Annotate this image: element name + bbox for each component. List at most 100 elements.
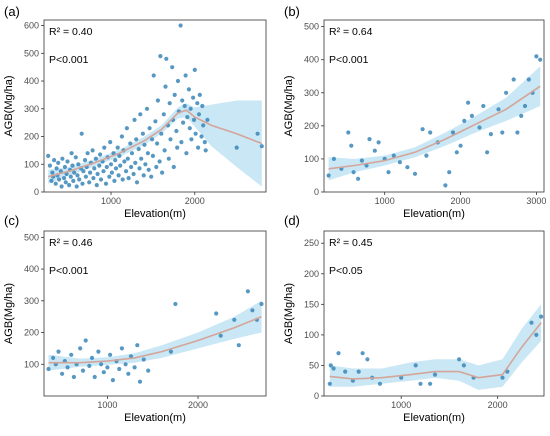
data-point xyxy=(72,170,77,175)
data-point xyxy=(132,117,137,122)
data-point xyxy=(360,351,365,356)
data-point xyxy=(365,357,370,362)
data-point xyxy=(60,371,65,376)
y-tick-label: 300 xyxy=(304,88,319,98)
data-point xyxy=(179,140,184,145)
data-point xyxy=(428,381,433,386)
data-point xyxy=(234,145,239,150)
data-point xyxy=(160,170,165,175)
data-point xyxy=(119,134,124,139)
data-point xyxy=(60,156,65,161)
y-tick-label: 0 xyxy=(34,187,39,197)
data-point xyxy=(158,54,163,59)
data-point xyxy=(397,160,402,165)
data-point xyxy=(129,151,135,156)
data-point xyxy=(504,90,509,95)
data-point xyxy=(191,117,197,122)
y-tick-label: 200 xyxy=(304,121,319,131)
y-tick-label: 500 xyxy=(24,48,39,58)
data-point xyxy=(236,343,241,348)
data-point xyxy=(118,163,123,168)
data-point xyxy=(529,320,534,325)
data-point xyxy=(167,101,172,106)
stat-text: R² = 0.45 xyxy=(329,237,373,249)
data-point xyxy=(175,145,180,150)
data-point xyxy=(413,363,418,368)
data-point xyxy=(65,159,70,164)
data-point xyxy=(139,156,144,161)
data-point xyxy=(82,158,88,163)
y-tick-label: 0 xyxy=(314,391,319,401)
data-point xyxy=(372,148,377,153)
data-point xyxy=(399,375,404,380)
stat-text: R² = 0.40 xyxy=(49,26,93,38)
data-point xyxy=(184,151,189,156)
data-point xyxy=(391,153,396,158)
y-axis-title: AGB(Mg/ha) xyxy=(3,75,15,136)
data-point xyxy=(98,177,104,182)
data-point xyxy=(87,363,92,368)
data-point xyxy=(386,170,391,175)
data-point xyxy=(97,163,102,168)
data-point xyxy=(205,117,210,122)
x-axis-title: Elevation(m) xyxy=(124,208,186,220)
data-point xyxy=(47,163,53,168)
x-tick-label: 2000 xyxy=(451,196,471,206)
data-point xyxy=(197,92,202,97)
data-point xyxy=(161,112,166,117)
y-tick-label: 400 xyxy=(304,55,319,65)
data-point xyxy=(199,134,204,139)
x-tick-label: 2000 xyxy=(488,400,508,410)
data-point xyxy=(405,165,410,170)
panel-b: (b) R² = 0.64 P<0.001 1000 2000 3000 0 100 200 30… xyxy=(283,4,546,220)
data-point xyxy=(195,101,200,106)
data-point xyxy=(73,155,78,160)
data-point xyxy=(109,170,114,175)
data-point xyxy=(92,166,97,171)
data-point xyxy=(147,126,152,131)
data-point xyxy=(56,160,61,165)
y-tick-label: 100 xyxy=(24,359,39,369)
plot-frame xyxy=(323,230,545,397)
data-point xyxy=(134,137,139,142)
stat-text: P<0.001 xyxy=(49,54,89,66)
y-tick-label: 100 xyxy=(24,159,39,169)
data-point xyxy=(143,162,148,167)
data-point xyxy=(83,338,88,343)
data-point xyxy=(98,152,103,157)
panel-d: (d) R² = 0.45 P<0.05 1000 2000 0 50 100 150 200 25… xyxy=(283,213,545,424)
data-point xyxy=(359,158,364,163)
data-point xyxy=(218,333,223,338)
data-point xyxy=(496,107,501,112)
data-point xyxy=(125,156,130,161)
data-point xyxy=(171,164,176,170)
data-point xyxy=(115,145,120,150)
data-point xyxy=(526,77,531,82)
data-point xyxy=(331,156,336,161)
data-point xyxy=(328,363,333,368)
data-point xyxy=(356,176,361,181)
data-point xyxy=(124,169,129,174)
data-point xyxy=(326,173,331,178)
data-point xyxy=(162,148,167,153)
data-point xyxy=(128,141,133,146)
data-point xyxy=(157,159,162,164)
data-point xyxy=(166,156,171,161)
data-point xyxy=(377,381,383,386)
stat-text: R² = 0.46 xyxy=(49,237,93,249)
data-point xyxy=(255,131,260,136)
data-point xyxy=(132,365,137,370)
data-point xyxy=(343,369,348,374)
x-axis-title: Elevation(m) xyxy=(124,412,186,424)
data-point xyxy=(346,130,351,135)
y-tick-label: 400 xyxy=(24,76,39,86)
data-point xyxy=(141,173,146,178)
data-point xyxy=(511,77,516,82)
y-tick-label: 50 xyxy=(309,360,319,370)
data-point xyxy=(137,379,143,384)
data-point xyxy=(108,140,113,145)
data-point xyxy=(367,137,372,142)
data-point xyxy=(424,153,429,158)
data-point xyxy=(183,73,188,78)
